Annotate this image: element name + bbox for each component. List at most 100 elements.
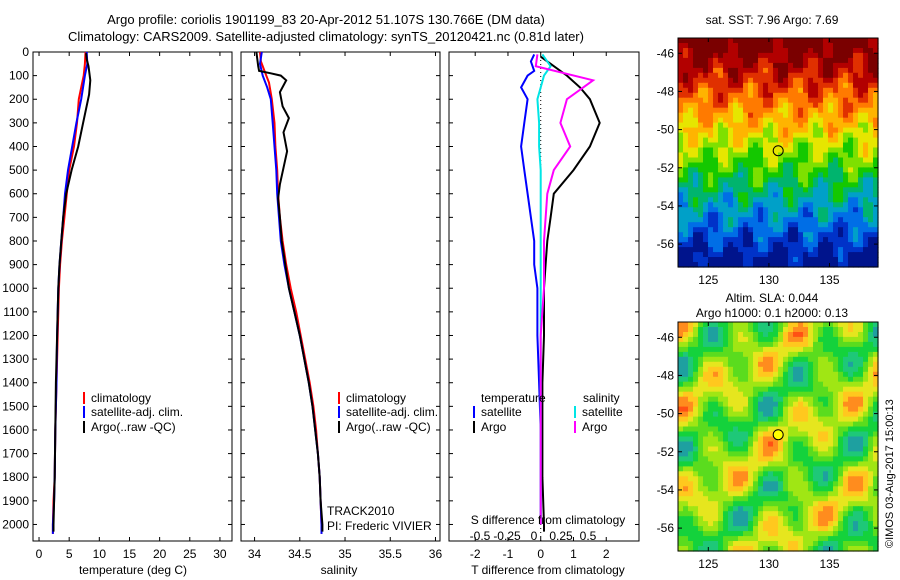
map-cell [768, 511, 774, 517]
map-cell [763, 237, 769, 243]
map-cell [863, 496, 869, 502]
map-cell [758, 212, 764, 218]
map-cell [718, 421, 724, 428]
map-cell [738, 38, 744, 44]
map-cell [773, 406, 779, 413]
map-cell [808, 466, 814, 472]
map-cell [813, 526, 819, 532]
map-cell [703, 232, 709, 238]
map-cell [788, 242, 794, 248]
map-cell [758, 322, 764, 328]
map-cell [818, 431, 824, 438]
map-cell [723, 172, 729, 178]
map-cell [783, 122, 789, 129]
map-cell [703, 43, 709, 49]
map-cell [738, 327, 744, 333]
map-cell [723, 127, 729, 134]
map-cell [838, 406, 844, 413]
map-cell [743, 157, 749, 164]
map-cell [738, 177, 744, 183]
map-cell [838, 521, 844, 527]
map-cell [748, 421, 754, 428]
map-cell [853, 421, 859, 428]
map-cell [708, 496, 714, 502]
map-cell [828, 376, 834, 383]
map-cell [708, 456, 714, 462]
map-cell [763, 431, 769, 438]
map-cell [823, 177, 829, 183]
map-cell [708, 222, 714, 228]
map-cell [843, 107, 849, 114]
map-cell [833, 476, 839, 482]
map-cell [818, 401, 824, 408]
map-cell [788, 177, 794, 183]
map-cell [783, 182, 789, 188]
map-cell [708, 172, 714, 178]
map-cell [768, 366, 774, 373]
map-cell [818, 182, 824, 188]
map-cell [863, 511, 869, 517]
map-cell [828, 411, 834, 418]
map-cell [693, 501, 699, 507]
map-cell [853, 102, 859, 109]
y-tick-label: 1400 [2, 376, 29, 390]
map-cell [698, 97, 704, 104]
map-cell [738, 451, 744, 457]
map-cell [693, 511, 699, 517]
map-cell [748, 332, 754, 338]
map-cell [758, 57, 764, 64]
map-cell [788, 451, 794, 457]
map-cell [753, 376, 759, 383]
map-cell [873, 396, 879, 403]
map-cell [718, 132, 724, 139]
s-tick-label: -0.25 [493, 529, 521, 543]
map-cell [868, 531, 874, 537]
map-cell [863, 192, 869, 198]
map-cell [733, 461, 739, 467]
map-cell [868, 207, 874, 213]
map-cell [718, 361, 724, 368]
map-cell [788, 172, 794, 178]
map-cell [783, 43, 789, 49]
map-cell [693, 451, 699, 457]
map-cell [828, 506, 834, 512]
map-cell [788, 182, 794, 188]
map-cell [678, 471, 684, 477]
map-cell [833, 252, 839, 258]
map-cell [743, 386, 749, 393]
map-cell [748, 152, 754, 159]
map-cell [738, 172, 744, 178]
map-cell [798, 62, 804, 69]
map-cell [688, 421, 694, 428]
map-cell [803, 456, 809, 462]
map-cell [713, 431, 719, 438]
map-cell [828, 381, 834, 388]
map-cell [678, 172, 684, 178]
x-tick-label: 34.5 [288, 547, 312, 561]
map-cell [778, 406, 784, 413]
map-cell [798, 87, 804, 94]
y-tick-label: 600 [9, 187, 29, 201]
map-cell [838, 217, 844, 223]
map-cell [828, 386, 834, 393]
map-cell [843, 157, 849, 164]
map-cell [803, 232, 809, 238]
map-cell [763, 366, 769, 373]
map-cell [838, 252, 844, 258]
map-cell [723, 67, 729, 74]
map-cell [738, 257, 744, 263]
map-cell [728, 526, 734, 532]
map-cell [833, 48, 839, 54]
map-cell [763, 207, 769, 213]
map-cell [698, 336, 704, 343]
map-cell [808, 182, 814, 188]
map-cell [778, 336, 784, 343]
map-cell [753, 366, 759, 373]
map-cell [688, 192, 694, 198]
map-cell [818, 526, 824, 532]
map-cell [768, 456, 774, 462]
map-cell [803, 207, 809, 213]
map-cell [743, 62, 749, 69]
map-cell [843, 247, 849, 253]
map-cell [868, 142, 874, 149]
